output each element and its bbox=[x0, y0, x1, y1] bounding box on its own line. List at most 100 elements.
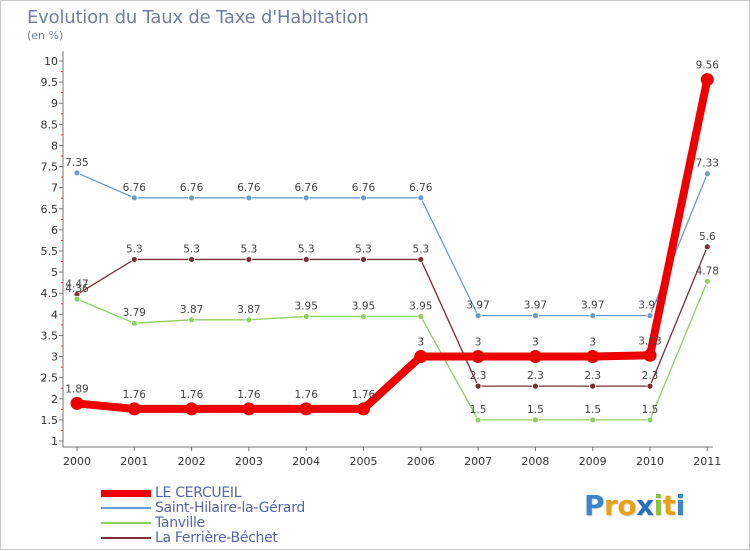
data-label-1: 5.3 bbox=[241, 243, 258, 255]
logo-letter: t bbox=[662, 489, 676, 522]
x-tick-label: 2002 bbox=[178, 455, 206, 468]
data-label-3: 1.76 bbox=[352, 389, 376, 401]
series-point-1 bbox=[130, 256, 138, 263]
data-label-0: 6.76 bbox=[123, 182, 147, 194]
legend-swatch bbox=[101, 537, 151, 539]
series-point-1 bbox=[646, 382, 654, 390]
series-point-3 bbox=[299, 402, 313, 416]
series-point-2 bbox=[73, 295, 81, 303]
series-point-2 bbox=[703, 277, 711, 285]
series-line-0 bbox=[76, 172, 708, 317]
data-label-0: 3.97 bbox=[466, 300, 489, 312]
data-label-2: 1.5 bbox=[527, 404, 544, 416]
data-label-1: 4.47 bbox=[65, 278, 88, 290]
legend-label: Tanville bbox=[155, 515, 205, 531]
data-label-2: 3.87 bbox=[237, 304, 260, 316]
data-label-1: 5.3 bbox=[355, 243, 372, 255]
y-tick-label: 3 bbox=[51, 351, 58, 364]
series-point-2 bbox=[360, 313, 367, 320]
y-tick-label: 9 bbox=[51, 97, 58, 110]
data-label-3: 3 bbox=[475, 337, 482, 349]
series-point-0 bbox=[245, 194, 253, 202]
series-point-3 bbox=[643, 348, 657, 362]
data-label-2: 1.5 bbox=[642, 404, 659, 416]
series-point-3 bbox=[357, 402, 370, 416]
x-tick-label: 2011 bbox=[693, 455, 721, 468]
data-label-0: 3.97 bbox=[581, 300, 604, 312]
series-point-0 bbox=[474, 312, 482, 320]
data-label-1: 5.3 bbox=[412, 243, 429, 255]
series-line-3 bbox=[73, 75, 712, 413]
data-label-0: 7.35 bbox=[65, 157, 88, 169]
x-tick-label: 2010 bbox=[636, 455, 664, 468]
series-point-1 bbox=[703, 243, 711, 251]
data-label-0: 6.76 bbox=[352, 182, 376, 194]
series-point-1 bbox=[245, 256, 253, 263]
data-label-1: 5.6 bbox=[699, 231, 716, 243]
y-tick-label: 2.5 bbox=[41, 372, 59, 385]
series-point-3 bbox=[471, 350, 485, 364]
y-tick-label: 6.5 bbox=[41, 203, 59, 216]
series-point-3 bbox=[242, 402, 256, 416]
data-label-1: 5.3 bbox=[183, 243, 200, 255]
data-label-3: 1.76 bbox=[295, 389, 319, 401]
y-tick-label: 5 bbox=[51, 266, 58, 279]
data-label-0: 6.76 bbox=[237, 182, 261, 194]
series-point-0 bbox=[589, 312, 597, 320]
series-point-3 bbox=[700, 73, 714, 87]
series-point-0 bbox=[130, 194, 138, 202]
series-point-1 bbox=[532, 382, 539, 390]
data-label-2: 3.95 bbox=[409, 300, 432, 312]
logo-letter: x bbox=[636, 489, 654, 522]
y-tick-label: 10 bbox=[44, 55, 58, 68]
series-line-2 bbox=[76, 280, 708, 421]
logo-letter: P bbox=[584, 489, 605, 522]
y-tick-label: 6 bbox=[51, 224, 58, 237]
legend-label: La Ferrière-Béchet bbox=[155, 530, 278, 546]
data-label-2: 1.5 bbox=[584, 404, 601, 416]
series-point-1 bbox=[417, 256, 425, 263]
y-tick-label: 1 bbox=[51, 435, 58, 448]
series-line-1 bbox=[76, 246, 708, 387]
data-label-3: 3 bbox=[532, 337, 539, 349]
data-label-0: 7.33 bbox=[696, 158, 719, 170]
series-point-0 bbox=[302, 194, 310, 202]
data-label-3: 1.76 bbox=[237, 389, 261, 401]
data-label-0: 3.97 bbox=[524, 300, 547, 312]
data-label-3: 3.03 bbox=[638, 335, 661, 347]
series-point-0 bbox=[73, 169, 81, 177]
series-point-2 bbox=[130, 319, 138, 327]
series-point-0 bbox=[417, 194, 425, 202]
data-label-0: 6.76 bbox=[409, 182, 433, 194]
chart-title: Evolution du Taux de Taxe d'Habitation bbox=[27, 7, 369, 28]
data-label-2: 3.87 bbox=[180, 304, 203, 316]
series-point-2 bbox=[302, 313, 310, 320]
y-tick-label: 4.5 bbox=[41, 287, 59, 300]
x-tick-label: 2004 bbox=[292, 455, 320, 468]
data-label-1: 2.3 bbox=[527, 370, 544, 382]
series-point-2 bbox=[474, 416, 482, 424]
logo-letter: i bbox=[675, 489, 686, 522]
y-tick-label: 4 bbox=[51, 308, 58, 321]
series-point-2 bbox=[417, 313, 425, 320]
chart-unit-label: (en %) bbox=[27, 29, 64, 42]
data-label-0: 6.76 bbox=[295, 182, 319, 194]
series-point-3 bbox=[185, 402, 199, 416]
data-label-1: 5.3 bbox=[298, 243, 315, 255]
data-label-3: 1.76 bbox=[123, 389, 147, 401]
data-label-1: 2.3 bbox=[642, 370, 659, 382]
series-point-3 bbox=[127, 402, 141, 416]
y-tick-label: 7 bbox=[51, 182, 58, 195]
data-label-1: 2.3 bbox=[470, 370, 487, 382]
data-label-2: 4.78 bbox=[696, 265, 719, 277]
x-tick-label: 2000 bbox=[63, 455, 91, 468]
data-label-3: 3 bbox=[589, 337, 596, 349]
series-point-0 bbox=[188, 194, 196, 202]
data-label-2: 4.36 bbox=[65, 283, 89, 295]
series-point-2 bbox=[245, 316, 253, 324]
x-tick-label: 2008 bbox=[521, 455, 549, 468]
legend-swatch bbox=[101, 522, 151, 524]
legend-item: La Ferrière-Béchet bbox=[101, 530, 278, 546]
